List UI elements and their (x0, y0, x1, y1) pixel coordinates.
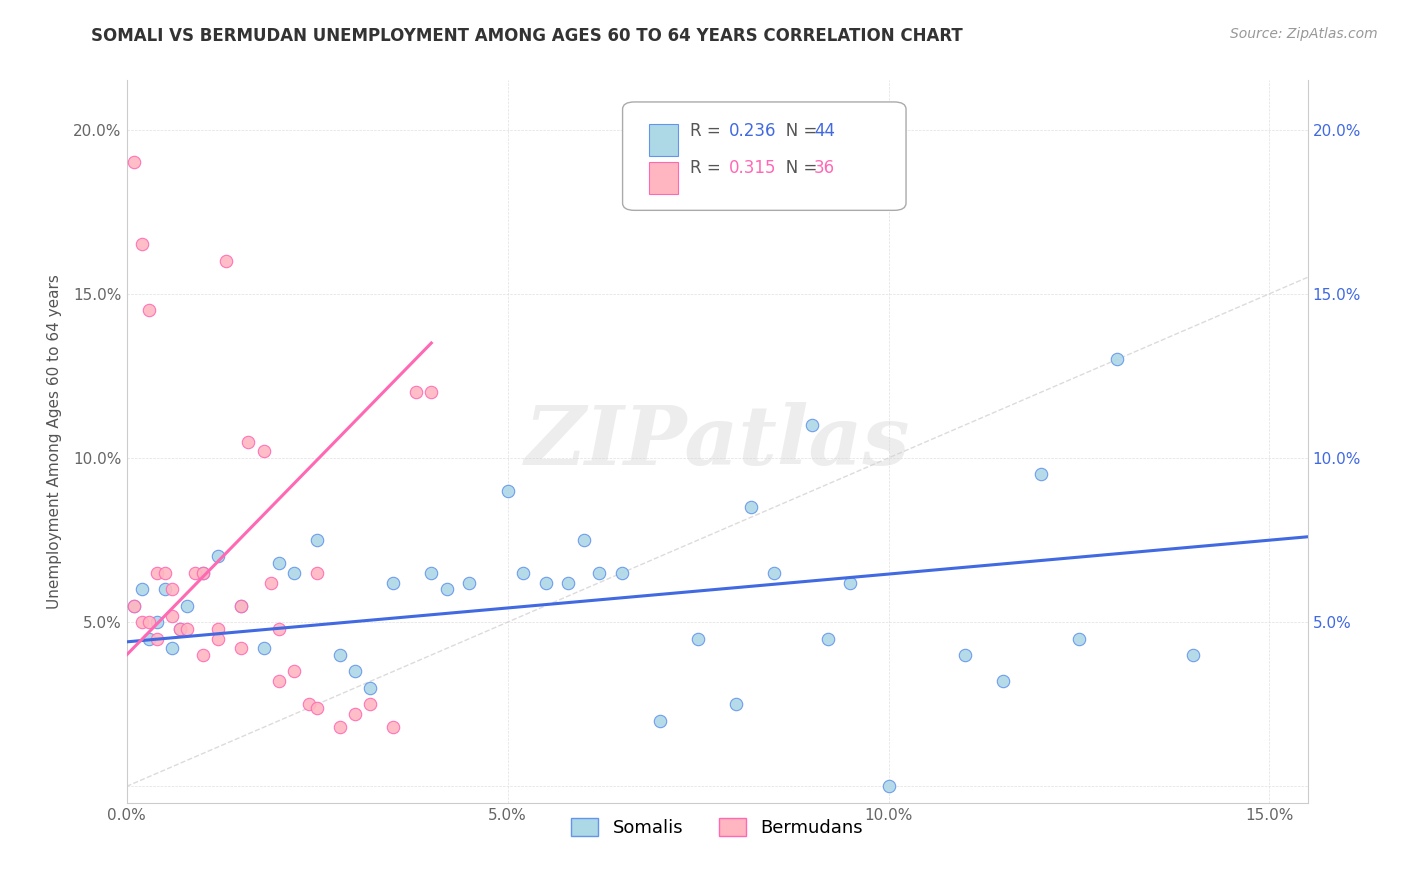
Text: 44: 44 (814, 122, 835, 140)
Point (162, 641, 184, 656)
Point (162, 608, 184, 623)
Point (420, 385, 443, 400)
Point (229, 599, 252, 613)
Point (359, 698, 381, 712)
Point (131, 615, 153, 630)
Point (610, 566, 633, 580)
Text: 0.236: 0.236 (728, 122, 776, 140)
FancyBboxPatch shape (648, 124, 678, 156)
Point (131, 237, 153, 252)
Point (207, 622, 229, 636)
Point (839, 575, 862, 590)
Point (557, 575, 579, 590)
FancyBboxPatch shape (623, 102, 905, 211)
Point (122, 599, 145, 613)
Point (305, 533, 328, 547)
Point (991, 674, 1014, 689)
FancyBboxPatch shape (648, 162, 678, 194)
Point (253, 641, 276, 656)
Point (458, 575, 481, 590)
Point (740, 500, 762, 515)
Point (267, 674, 290, 689)
Point (138, 615, 160, 630)
Point (176, 622, 198, 636)
Point (122, 155, 145, 169)
Text: Source: ZipAtlas.com: Source: ZipAtlas.com (1230, 27, 1378, 41)
Point (229, 599, 252, 613)
Point (169, 622, 191, 636)
Text: N =: N = (770, 160, 823, 178)
Point (146, 566, 169, 580)
Point (153, 582, 176, 597)
Point (496, 483, 519, 498)
Point (1107, 352, 1129, 367)
Point (382, 720, 405, 734)
Text: SOMALI VS BERMUDAN UNEMPLOYMENT AMONG AGES 60 TO 64 YEARS CORRELATION CHART: SOMALI VS BERMUDAN UNEMPLOYMENT AMONG AG… (91, 27, 963, 45)
Point (207, 549, 229, 564)
Point (344, 707, 367, 722)
Point (146, 615, 169, 630)
Point (176, 599, 198, 613)
Point (420, 566, 443, 580)
Point (184, 566, 207, 580)
Point (305, 566, 328, 580)
Point (405, 385, 427, 400)
Point (153, 566, 176, 580)
Point (512, 566, 534, 580)
Point (229, 641, 252, 656)
Point (572, 533, 595, 547)
Point (162, 582, 184, 597)
Point (214, 253, 236, 268)
Point (283, 566, 305, 580)
Point (253, 444, 276, 458)
Text: R =: R = (690, 122, 725, 140)
Point (138, 303, 160, 318)
Point (191, 648, 214, 662)
Point (298, 698, 321, 712)
Point (359, 681, 381, 695)
Point (953, 648, 976, 662)
Text: 0.315: 0.315 (728, 160, 776, 178)
Point (877, 780, 900, 794)
Point (1182, 648, 1205, 662)
Point (817, 632, 839, 646)
Point (191, 566, 214, 580)
Point (169, 622, 191, 636)
Point (1029, 467, 1052, 482)
Point (131, 582, 153, 597)
Point (801, 418, 824, 433)
Point (267, 556, 290, 570)
Point (267, 622, 290, 636)
Legend: Somalis, Bermudans: Somalis, Bermudans (564, 811, 870, 845)
Point (329, 648, 352, 662)
Point (146, 632, 169, 646)
Point (344, 665, 367, 679)
Point (260, 575, 283, 590)
Point (436, 582, 458, 597)
Text: ZIPatlas: ZIPatlas (524, 401, 910, 482)
Point (207, 632, 229, 646)
Y-axis label: Unemployment Among Ages 60 to 64 years: Unemployment Among Ages 60 to 64 years (48, 274, 62, 609)
Point (686, 632, 709, 646)
Point (534, 575, 557, 590)
Point (382, 575, 405, 590)
Point (648, 714, 671, 728)
Text: 36: 36 (814, 160, 835, 178)
Text: N =: N = (770, 122, 823, 140)
Point (138, 632, 160, 646)
Point (725, 698, 748, 712)
Point (588, 566, 610, 580)
Point (283, 665, 305, 679)
Point (238, 434, 260, 449)
Text: R =: R = (690, 160, 725, 178)
Point (191, 566, 214, 580)
Point (305, 700, 328, 714)
Point (763, 566, 786, 580)
Point (1067, 632, 1090, 646)
Point (122, 599, 145, 613)
Point (329, 720, 352, 734)
